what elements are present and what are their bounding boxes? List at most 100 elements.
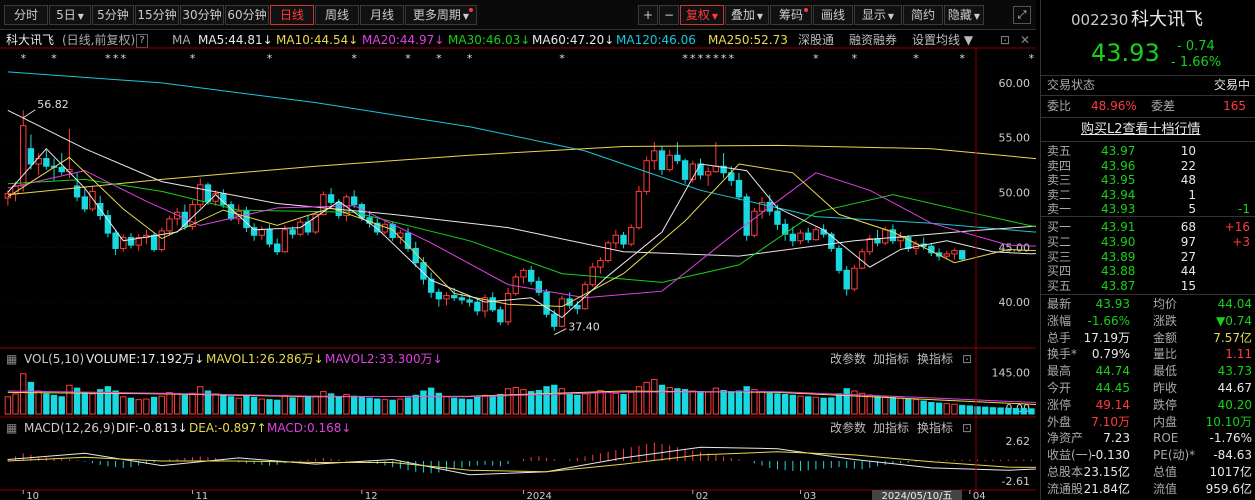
weicha-label: 委差 <box>1151 99 1176 113</box>
candle-81 <box>628 224 635 247</box>
period-tab-6[interactable]: 日线 <box>270 5 314 25</box>
candle-94 <box>728 166 735 186</box>
volume-bar-41 <box>320 391 327 415</box>
candle-body <box>612 234 620 244</box>
volume-bar-131 <box>1012 408 1020 415</box>
layout-icon[interactable]: ⊡ <box>1000 33 1011 47</box>
vol-value-2: MAVOL2:33.300万↓ <box>325 352 443 366</box>
bid-volume: 27 <box>1180 249 1196 264</box>
main-action-0[interactable]: 深股通 <box>798 33 835 47</box>
toolbar-button-7[interactable]: 简约 <box>903 5 943 25</box>
candle-27 <box>212 190 219 206</box>
ask-volume: 22 <box>1180 158 1196 173</box>
candle-123 <box>951 248 958 260</box>
period-tab-1[interactable]: 5日 ▼ <box>49 5 91 25</box>
period-tab-0[interactable]: 分时 <box>4 5 48 25</box>
stat-row-9: 收益(一) -0.130 PE(动)* -84.63 <box>1041 447 1255 464</box>
candle-32 <box>250 223 258 241</box>
vol-layout-icon[interactable]: ⊡ <box>962 352 973 366</box>
expand-icon[interactable]: ⤢ <box>1013 6 1031 24</box>
toolbar-button-3[interactable]: 叠加 ▼ <box>725 5 769 25</box>
macd-action-2[interactable]: 换指标 <box>917 421 954 435</box>
volume-bar-10 <box>81 391 89 415</box>
volume-bar-114 <box>881 396 889 415</box>
candle-115 <box>889 224 897 245</box>
vol-action-1[interactable]: 加指标 <box>873 352 910 366</box>
macd-action-0[interactable]: 改参数 <box>830 421 867 435</box>
toolbar-button-2[interactable]: 复权 ▼ <box>680 5 724 25</box>
candle-body <box>227 204 235 220</box>
stat-value: -84.63 <box>1213 448 1252 463</box>
period-tab-2[interactable]: 5分钟 <box>92 5 134 25</box>
candle-97 <box>751 207 758 238</box>
candle-39 <box>304 215 312 236</box>
period-tab-3[interactable]: 15分钟 <box>135 5 179 25</box>
volume-bar-88 <box>681 389 689 415</box>
price-tick-4: 40.00 <box>999 296 1031 309</box>
volume-legend: ▦ VOL(5,10) VOLUME:17.192万↓ MAVOL1:26.286万↓… <box>0 350 1036 368</box>
stat-value: 959.6亿 <box>1205 481 1252 496</box>
toolbar-button-0[interactable]: + <box>638 5 658 25</box>
candle-19 <box>150 231 158 252</box>
candle-body <box>858 251 866 269</box>
candle-111 <box>858 248 866 270</box>
ask-row-0: 卖五 43.97 10 <box>1041 143 1255 160</box>
volume-bar-1 <box>12 393 19 415</box>
vol-action-2[interactable]: 换指标 <box>917 352 954 366</box>
candle-124 <box>958 250 966 262</box>
volume-bar-62 <box>481 394 489 415</box>
period-tab-8[interactable]: 月线 <box>360 5 404 25</box>
candle-body <box>4 193 12 199</box>
candle-body <box>81 196 89 210</box>
toolbar-button-1[interactable]: − <box>659 5 679 25</box>
candle-body <box>266 229 273 245</box>
event-marker-1: * <box>51 52 57 65</box>
volume-bar-78 <box>604 391 612 415</box>
toolbar-button-5[interactable]: 画线 <box>813 5 853 25</box>
macd-layout-icon[interactable]: ⊡ <box>962 421 973 435</box>
candle-body <box>150 234 158 251</box>
bid-price: 43.91 <box>1101 220 1136 234</box>
candle-21 <box>166 215 173 236</box>
candle-body <box>43 158 50 167</box>
volume-bar-104 <box>805 396 812 415</box>
candle-body <box>312 213 319 233</box>
period-tab-9[interactable]: 更多周期 ▼ <box>405 5 477 25</box>
event-marker-10: * <box>467 52 473 65</box>
toolbar-button-6[interactable]: 显示 ▼ <box>854 5 902 25</box>
ask-row-3: 卖二 43.94 1 <box>1041 187 1255 204</box>
volume-bar-126 <box>974 406 981 415</box>
vol-action-0[interactable]: 改参数 <box>830 352 867 366</box>
candle-body <box>689 163 696 180</box>
help-icon[interactable]: ? <box>136 34 148 48</box>
candle-body <box>712 165 720 173</box>
main-action-1[interactable]: 融资融券 <box>849 33 898 47</box>
ask-volume: 5 <box>1188 202 1196 216</box>
toolbar-button-8[interactable]: 隐藏 ▼ <box>944 5 984 25</box>
volume-bar-58 <box>451 397 458 415</box>
volume-bar-53 <box>412 394 419 415</box>
candle-24 <box>189 200 196 230</box>
vol-line-mavol1 <box>7 390 1036 405</box>
stat-value: 44.74 <box>1095 364 1130 379</box>
close-icon[interactable]: ✕ <box>1020 33 1031 47</box>
volume-bar-34 <box>266 399 273 415</box>
candle-75 <box>581 281 589 310</box>
volume-bar-99 <box>766 392 773 415</box>
toolbar-button-4[interactable]: 筹码 <box>770 5 812 25</box>
candle-105 <box>812 226 820 241</box>
period-tab-5[interactable]: 60分钟 <box>225 5 269 25</box>
main-action-2[interactable]: 设置均线 ▼ <box>912 33 974 47</box>
l2-link[interactable]: 购买L2查看十档行情 <box>1081 122 1201 137</box>
candle-86 <box>666 149 673 172</box>
macd-action-1[interactable]: 加指标 <box>873 421 910 435</box>
candle-body <box>173 211 181 220</box>
price-tick-1: 55.00 <box>999 132 1031 145</box>
candle-59 <box>458 293 466 305</box>
volume-bar-123 <box>951 403 958 415</box>
period-tab-4[interactable]: 30分钟 <box>180 5 224 25</box>
candle-92 <box>712 142 720 173</box>
stat-row-8: 净资产 7.23 ROE -1.76% <box>1041 430 1255 447</box>
x-tick-0: 10 <box>26 491 39 500</box>
period-tab-7[interactable]: 周线 <box>315 5 359 25</box>
